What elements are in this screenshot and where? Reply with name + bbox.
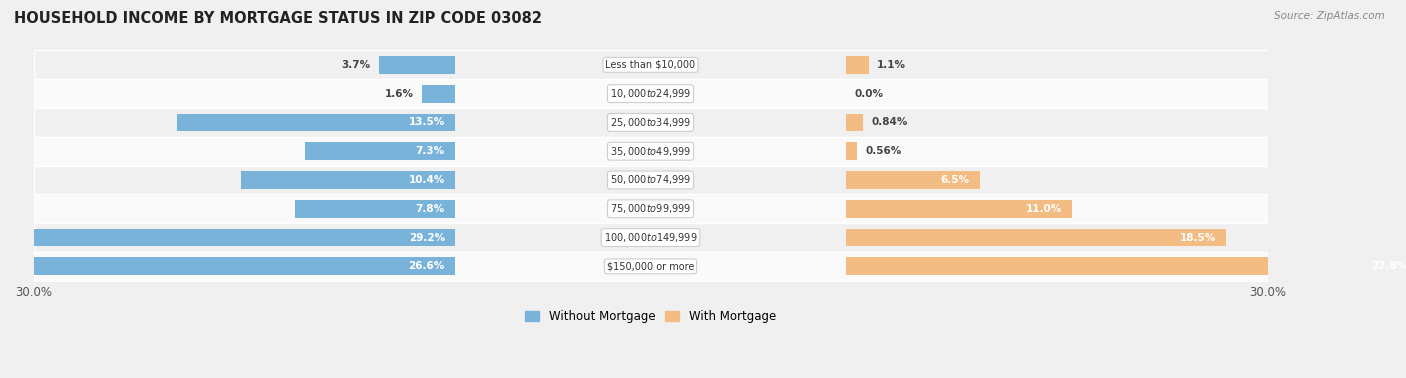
Text: $50,000 to $74,999: $50,000 to $74,999 xyxy=(610,174,692,186)
Text: 1.1%: 1.1% xyxy=(877,60,905,70)
Bar xyxy=(0,229,456,246)
Text: $100,000 to $149,999: $100,000 to $149,999 xyxy=(603,231,697,244)
Text: 6.5%: 6.5% xyxy=(941,175,969,185)
Text: Source: ZipAtlas.com: Source: ZipAtlas.com xyxy=(1274,11,1385,21)
Text: 0.56%: 0.56% xyxy=(866,146,901,156)
Bar xyxy=(295,200,456,218)
Bar xyxy=(846,171,980,189)
Bar xyxy=(34,166,1267,194)
Text: 13.5%: 13.5% xyxy=(409,118,444,127)
Text: 0.84%: 0.84% xyxy=(872,118,908,127)
Bar xyxy=(846,56,869,74)
Bar xyxy=(846,113,863,131)
Bar xyxy=(34,194,1267,223)
Text: $25,000 to $34,999: $25,000 to $34,999 xyxy=(610,116,692,129)
Text: 3.7%: 3.7% xyxy=(342,60,371,70)
Bar xyxy=(846,257,1406,275)
Text: $35,000 to $49,999: $35,000 to $49,999 xyxy=(610,145,692,158)
Legend: Without Mortgage, With Mortgage: Without Mortgage, With Mortgage xyxy=(520,305,780,328)
Text: 7.8%: 7.8% xyxy=(416,204,444,214)
Bar xyxy=(422,85,456,102)
Text: 29.2%: 29.2% xyxy=(409,232,444,243)
Bar xyxy=(34,79,1267,108)
Text: 0.0%: 0.0% xyxy=(853,88,883,99)
Bar xyxy=(305,142,456,160)
Text: 27.8%: 27.8% xyxy=(1371,261,1406,271)
Bar xyxy=(34,137,1267,166)
Text: $75,000 to $99,999: $75,000 to $99,999 xyxy=(610,202,692,215)
Bar xyxy=(34,108,1267,137)
Text: $10,000 to $24,999: $10,000 to $24,999 xyxy=(610,87,692,100)
Bar xyxy=(846,200,1073,218)
Bar xyxy=(380,56,456,74)
Bar xyxy=(846,229,1226,246)
Bar xyxy=(0,257,456,275)
Text: 18.5%: 18.5% xyxy=(1180,232,1216,243)
Text: 7.3%: 7.3% xyxy=(416,146,444,156)
Bar xyxy=(34,50,1267,79)
Text: Less than $10,000: Less than $10,000 xyxy=(606,60,696,70)
Bar xyxy=(177,113,456,131)
Bar xyxy=(34,223,1267,252)
Bar xyxy=(242,171,456,189)
Text: 10.4%: 10.4% xyxy=(409,175,444,185)
Text: 1.6%: 1.6% xyxy=(385,88,413,99)
Text: 11.0%: 11.0% xyxy=(1025,204,1062,214)
Bar xyxy=(34,252,1267,281)
Bar xyxy=(846,142,858,160)
Text: $150,000 or more: $150,000 or more xyxy=(607,261,695,271)
Text: 26.6%: 26.6% xyxy=(409,261,444,271)
Text: HOUSEHOLD INCOME BY MORTGAGE STATUS IN ZIP CODE 03082: HOUSEHOLD INCOME BY MORTGAGE STATUS IN Z… xyxy=(14,11,543,26)
